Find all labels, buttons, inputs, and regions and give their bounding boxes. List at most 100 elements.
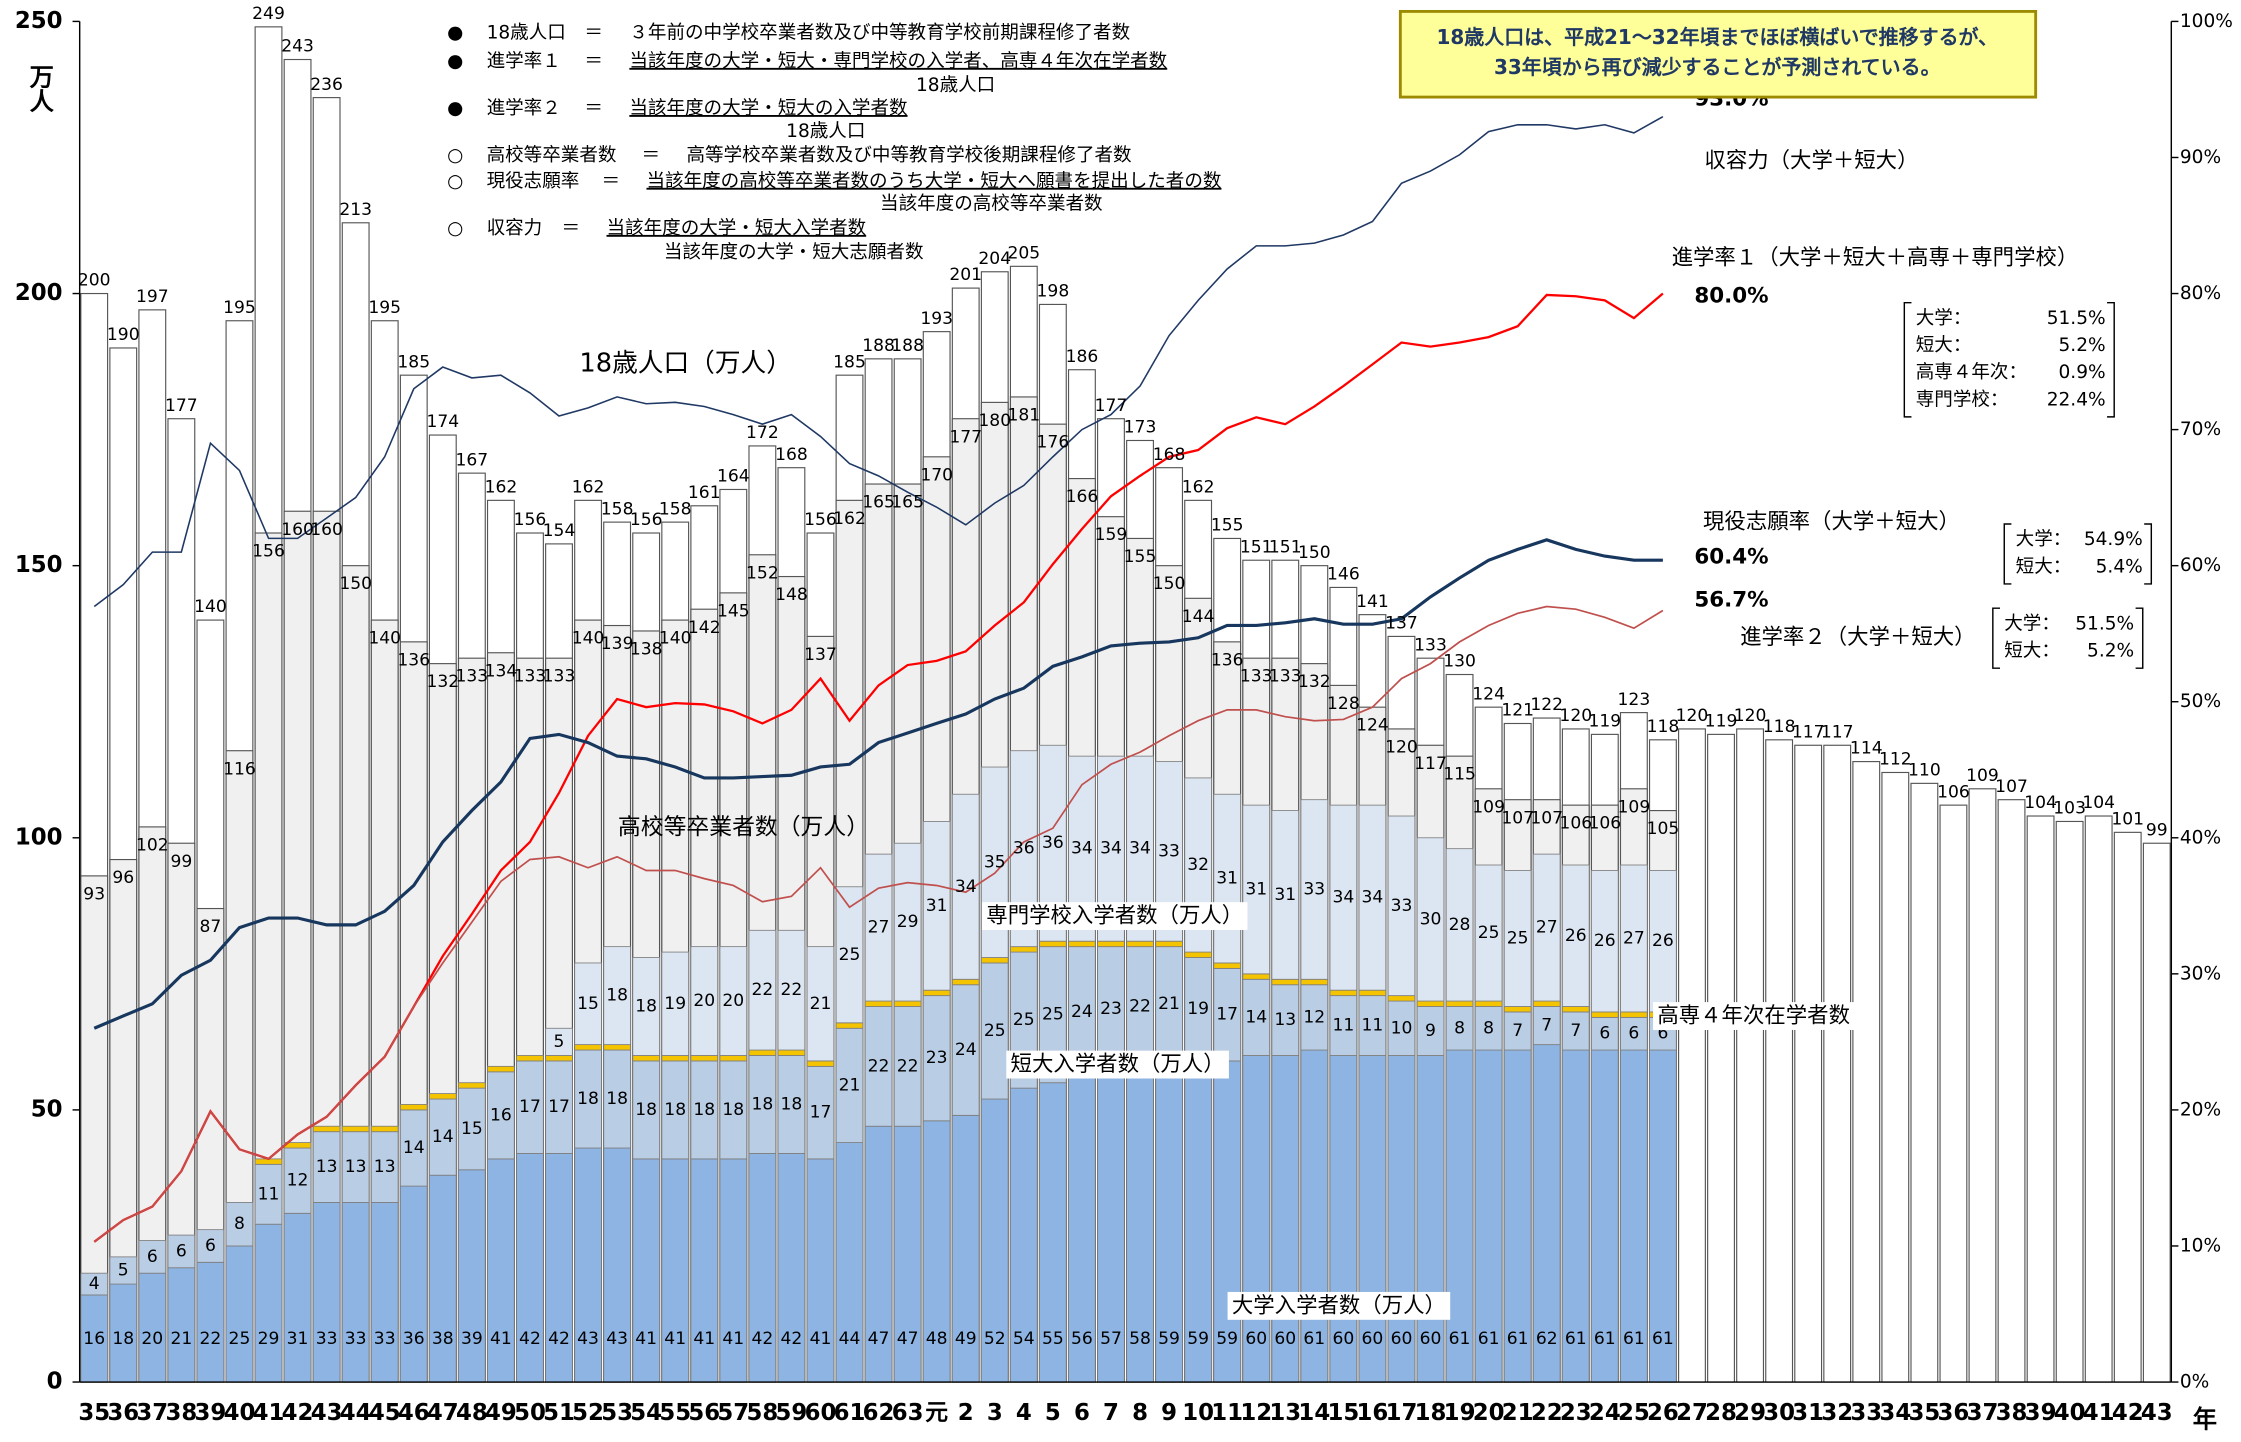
bar: [1678, 728, 1706, 1383]
label-background: [1006, 1050, 1229, 1079]
def-term: 18歳人口: [487, 22, 566, 43]
bar: [1591, 870, 1619, 1013]
bar-label: 249: [252, 4, 285, 24]
bar: [1823, 744, 1852, 1383]
series-label: 現役志願率（大学＋短大）: [1703, 510, 1960, 535]
bar-label: 136: [1211, 650, 1244, 670]
bar-label: 119: [1705, 712, 1738, 732]
bar: [1881, 771, 1910, 1383]
bar: [1271, 810, 1300, 980]
bar-label: 29: [258, 1329, 280, 1349]
bar-label: 188: [862, 336, 895, 356]
bar-label: 41: [693, 1329, 715, 1349]
bar-label: 124: [1356, 716, 1389, 736]
x-tick-label: 53: [601, 1400, 633, 1426]
bar-label: 193: [920, 309, 953, 329]
x-tick-label: 26: [1647, 1400, 1679, 1426]
bar-label: 155: [1124, 547, 1157, 567]
bar-label: 18: [635, 1100, 657, 1120]
bar-label: 52: [984, 1329, 1006, 1349]
y2-tick-label: 80%: [2180, 283, 2221, 304]
bar: [1271, 984, 1300, 1056]
bars: [80, 26, 2171, 1383]
bar-label: 34: [1071, 839, 1093, 859]
bar-label: 22: [751, 980, 773, 1000]
x-tick-label: 29: [1734, 1400, 1766, 1426]
bar-label: 12: [287, 1171, 309, 1191]
bar-label: 162: [833, 509, 866, 529]
bar-label: 34: [955, 877, 977, 897]
bar-label: 20: [141, 1329, 163, 1349]
bar: [661, 951, 690, 1056]
bar-label: 101: [2111, 809, 2144, 829]
bar: [458, 1082, 486, 1089]
bar-label: 33: [374, 1329, 396, 1349]
breakdown-label: 大学：: [1916, 308, 1972, 329]
bar-label: 18: [577, 1089, 599, 1109]
bar-label: 133: [456, 667, 489, 687]
x-tick-label: 20: [1473, 1400, 1505, 1426]
bar-label: 19: [1187, 999, 1209, 1019]
bar: [1358, 995, 1387, 1056]
bracket: [1992, 607, 2144, 669]
bar: [1416, 1000, 1445, 1007]
bar: [225, 1202, 254, 1247]
bar: [1068, 940, 1096, 948]
bar: [1416, 1055, 1445, 1383]
bar: [312, 1202, 341, 1383]
bar: [1300, 1049, 1329, 1383]
bar: [1358, 989, 1387, 997]
bar-label: 61: [1507, 1329, 1529, 1349]
value-label: 60.4%: [1694, 544, 1768, 569]
bar-label: 151: [1240, 537, 1273, 557]
bar: [777, 1153, 806, 1383]
bar-label: 4: [89, 1274, 100, 1294]
bar: [806, 1158, 835, 1383]
bar: [777, 929, 806, 1051]
bar: [138, 1240, 167, 1274]
def-denominator: 当該年度の大学・短大志願者数: [664, 242, 924, 263]
x-tick-label: 38: [165, 1400, 197, 1426]
def-equals: ＝: [584, 51, 603, 72]
bar-label: 27: [1536, 918, 1558, 938]
bar-label: 36: [403, 1329, 425, 1349]
bar: [1997, 799, 2026, 1383]
def-bullet: ○: [447, 145, 463, 166]
def-bullet: ●: [447, 51, 463, 72]
bar-label: 25: [839, 945, 861, 965]
bar-label: 59: [1187, 1329, 1209, 1349]
bar: [690, 946, 719, 1056]
bar: [806, 1065, 835, 1160]
bar-label: 5: [554, 1032, 565, 1052]
bar-label: 22: [200, 1329, 222, 1349]
callout-box: [1398, 9, 2038, 99]
bar-label: 31: [287, 1329, 309, 1349]
bar: [603, 1049, 631, 1149]
bar-label: 133: [1240, 667, 1273, 687]
bar: [399, 1109, 428, 1187]
breakdown-label: 大学：: [2004, 613, 2060, 634]
bar-label: 59: [1158, 1329, 1180, 1349]
bar: [545, 1153, 573, 1383]
bar-label: 243: [281, 37, 314, 57]
bar-label: 160: [310, 520, 343, 540]
bar: [2113, 831, 2142, 1383]
bar-label: 17: [519, 1097, 541, 1117]
bar: [777, 1049, 806, 1056]
bar-label: 109: [1966, 766, 1999, 786]
bracket: [2003, 523, 2153, 585]
bar: [254, 1223, 283, 1383]
bar-label: 158: [601, 499, 634, 519]
bar-label: 167: [456, 450, 489, 470]
line: [93, 605, 1664, 1243]
x-tick-label: 44: [340, 1400, 372, 1426]
bar-label: 152: [746, 563, 779, 583]
y-tick-label: 250: [15, 8, 63, 34]
bar-label: 61: [1303, 1329, 1325, 1349]
bar-label: 30: [1420, 909, 1442, 929]
series-label: 専門学校入学者数（万人）: [986, 904, 1243, 929]
bar-label: 24: [1071, 1002, 1093, 1022]
bar-label: 23: [1100, 999, 1122, 1019]
x-tick-label: 27: [1676, 1400, 1708, 1426]
bar: [1620, 1016, 1648, 1051]
